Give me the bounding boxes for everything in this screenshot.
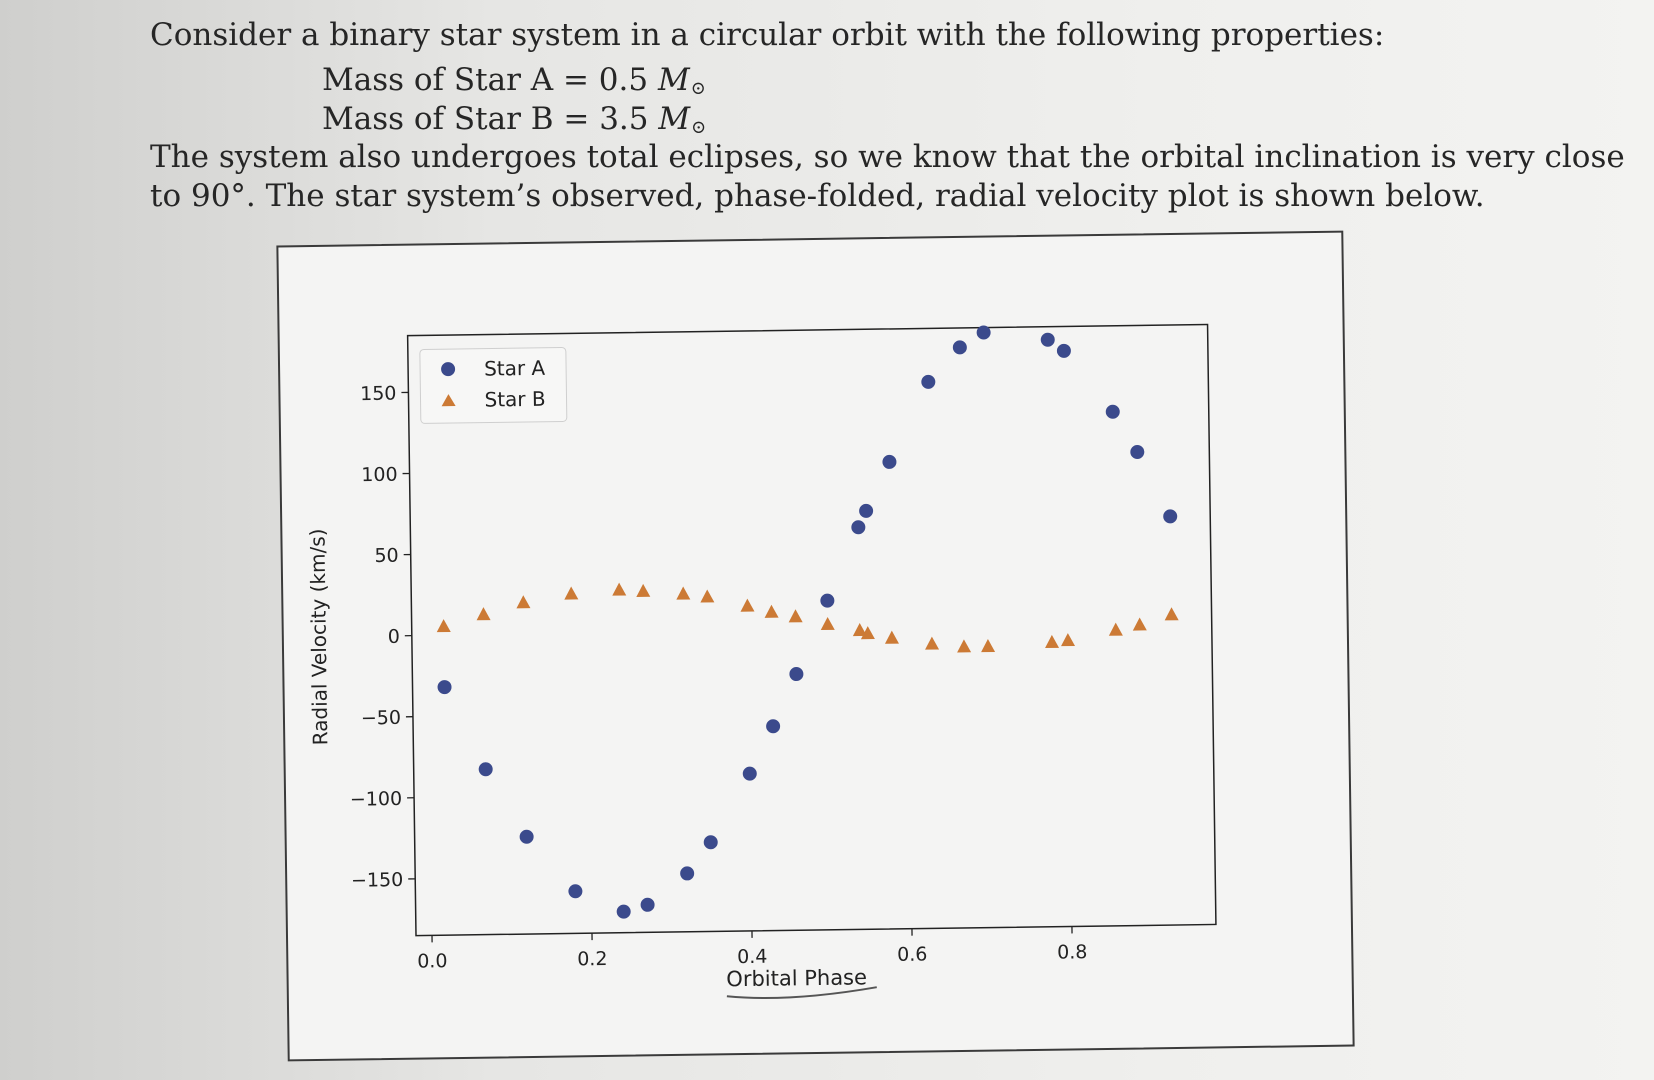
point-star-a xyxy=(820,593,835,608)
legend: Star A Star B xyxy=(419,347,568,424)
point-star-b xyxy=(1045,634,1060,649)
point-star-b xyxy=(981,639,996,653)
problem-line-2: The system also undergoes total eclipses… xyxy=(150,139,1625,175)
mass-unit: M xyxy=(657,62,690,98)
point-star-b xyxy=(788,609,803,623)
point-star-b xyxy=(957,639,972,653)
radial-velocity-chart: 150 100 50 0 −50 −100 −150 0.0 0.2 0.4 0.6 0.8 Sta… xyxy=(305,323,1217,1000)
point-star-b xyxy=(740,598,755,612)
point-star-a xyxy=(766,719,781,734)
figure-frame: 150 100 50 0 −50 −100 −150 0.0 0.2 0.4 0.6 0.8 Sta… xyxy=(276,230,1355,1062)
mass-star-b: Mass of Star B = 3.5 M⊙ xyxy=(322,101,706,138)
legend-label-star-b: Star B xyxy=(484,387,545,412)
point-star-b xyxy=(884,630,899,644)
mass-unit: M xyxy=(658,101,691,137)
point-star-b xyxy=(612,582,627,596)
point-star-a xyxy=(703,835,718,850)
legend-marker-star-b xyxy=(441,394,456,407)
point-star-a xyxy=(882,454,897,469)
point-star-b xyxy=(852,623,867,637)
handwritten-underline xyxy=(726,986,877,1000)
point-star-b xyxy=(1108,622,1123,636)
y-tick-label: 0 xyxy=(388,626,400,648)
x-tick-label: 0.8 xyxy=(1057,941,1088,963)
point-star-a xyxy=(976,325,991,340)
point-star-a xyxy=(1105,404,1120,419)
y-axis-label: Radial Velocity (km/s) xyxy=(305,528,332,745)
plot-area xyxy=(406,323,1217,937)
mass-star-a: Mass of Star A = 0.5 M⊙ xyxy=(322,62,706,99)
point-star-a xyxy=(742,766,757,781)
point-star-a xyxy=(519,829,534,844)
point-star-a xyxy=(1056,343,1071,358)
point-star-b xyxy=(820,616,835,631)
series-layer xyxy=(436,325,1179,919)
point-star-b xyxy=(764,604,779,618)
x-axis-ticks: 0.0 0.2 0.4 0.6 0.8 xyxy=(417,926,1088,973)
x-tick-label: 0.0 xyxy=(417,950,448,972)
point-star-a xyxy=(478,762,493,777)
legend-box xyxy=(419,347,568,424)
mass-a-label: Mass of Star A = 0.5 xyxy=(322,62,658,98)
problem-intro: Consider a binary star system in a circu… xyxy=(150,17,1385,53)
point-star-b xyxy=(516,595,531,609)
point-star-a xyxy=(680,866,695,881)
y-tick-label: 50 xyxy=(374,545,398,567)
x-tick-label: 0.2 xyxy=(577,948,608,970)
point-star-a xyxy=(859,503,874,518)
sun-symbol: ⊙ xyxy=(690,78,706,99)
x-tick-label: 0.6 xyxy=(897,943,928,965)
point-star-a xyxy=(952,340,967,355)
point-star-b xyxy=(1132,617,1147,631)
x-axis-label: Orbital Phase xyxy=(726,965,867,991)
point-star-a xyxy=(640,897,655,912)
point-star-b xyxy=(1061,633,1076,647)
legend-label-star-a: Star A xyxy=(484,356,546,381)
point-star-b xyxy=(476,607,491,621)
point-star-b xyxy=(1164,607,1179,621)
point-star-b xyxy=(564,586,579,600)
point-star-a xyxy=(921,374,936,389)
point-star-a xyxy=(616,904,631,919)
problem-line-3: to 90°. The star system’s observed, phas… xyxy=(150,178,1485,214)
y-tick-label: −150 xyxy=(351,869,403,892)
point-star-a xyxy=(789,667,804,682)
point-star-a xyxy=(568,884,583,899)
point-star-b xyxy=(436,619,451,633)
y-tick-label: −50 xyxy=(361,707,401,730)
x-tick-label: 0.4 xyxy=(737,946,768,968)
sun-symbol: ⊙ xyxy=(691,117,707,138)
y-axis-ticks: 150 100 50 0 −50 −100 −150 xyxy=(350,383,416,892)
y-tick-label: 100 xyxy=(361,464,398,487)
point-star-a xyxy=(851,520,866,535)
point-star-b xyxy=(636,583,651,597)
point-star-b xyxy=(700,589,715,603)
point-star-b xyxy=(676,586,691,600)
legend-marker-star-a xyxy=(441,362,456,377)
y-tick-label: −100 xyxy=(350,788,402,811)
point-star-b xyxy=(860,626,875,640)
point-star-a xyxy=(1040,332,1055,347)
y-tick-label: 150 xyxy=(360,383,397,406)
mass-b-label: Mass of Star B = 3.5 xyxy=(322,101,659,137)
point-star-b xyxy=(925,636,940,650)
point-star-a xyxy=(1130,444,1145,459)
point-star-a xyxy=(1163,509,1178,524)
point-star-a xyxy=(437,680,452,695)
